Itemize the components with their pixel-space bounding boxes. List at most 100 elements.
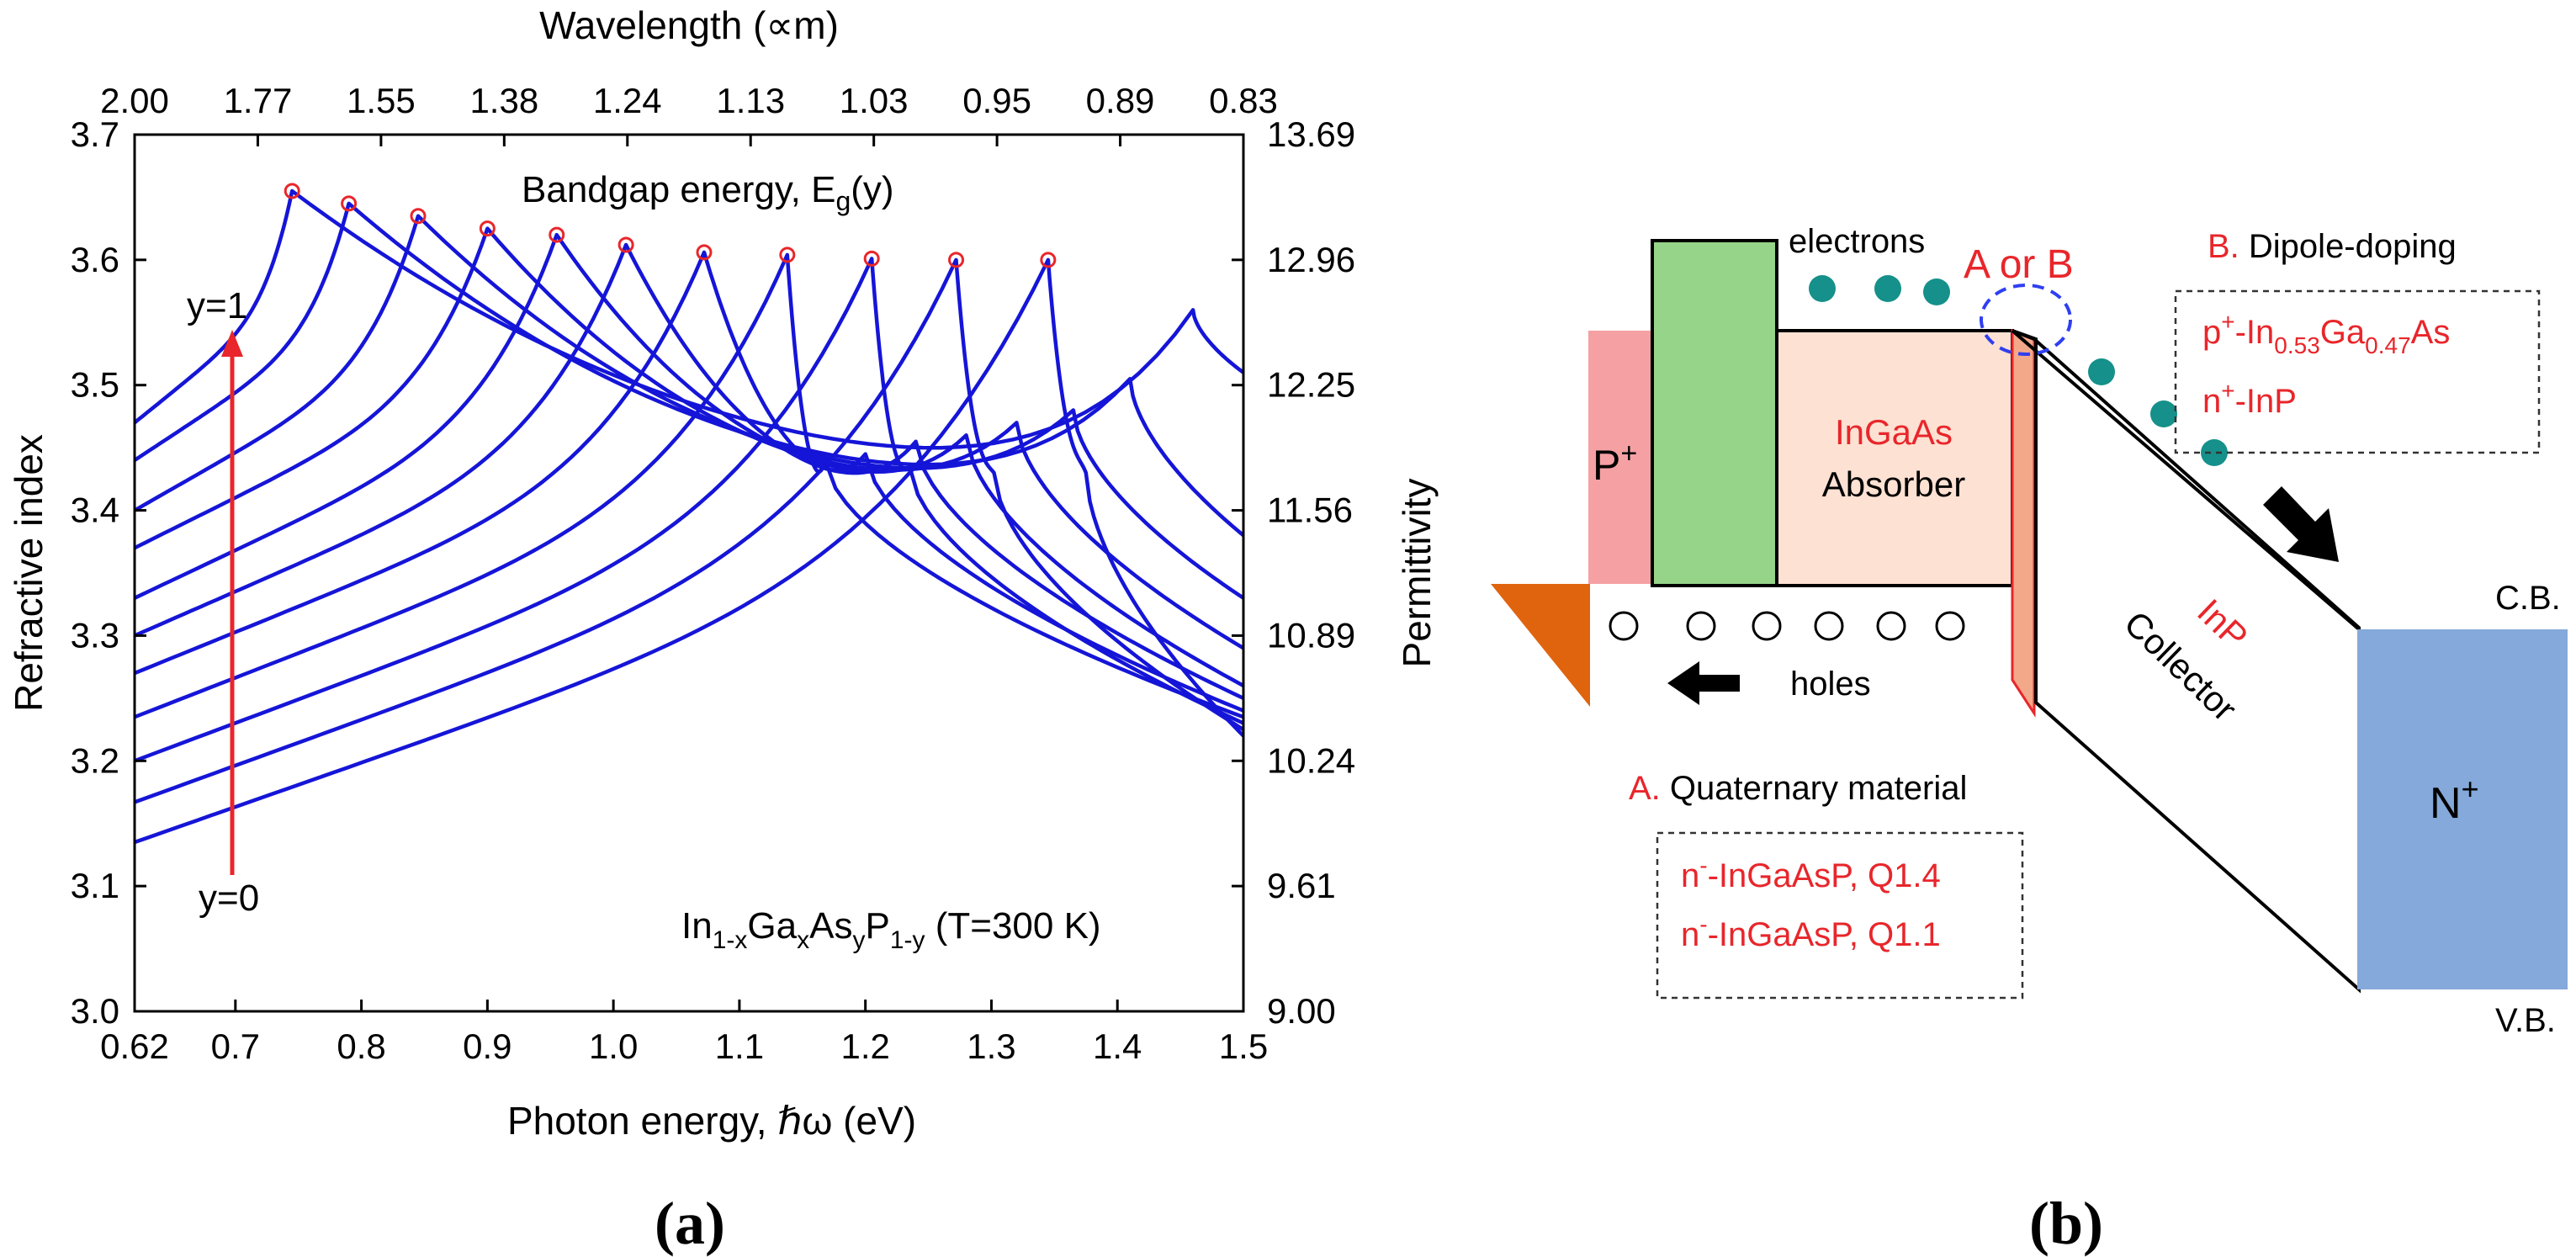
hole (1876, 611, 1906, 641)
p-plus-label: P+ (1593, 438, 1637, 489)
x-tick-label: 0.62 (100, 1026, 169, 1066)
alloy-formula: In1-xGaxAsyP1-y (T=300 K) (681, 905, 1101, 954)
bandgap-annotation: Bandgap energy, Eg(y) (522, 169, 894, 216)
option-b-line-2: n+-InP (2202, 378, 2297, 420)
x-tick-label: 1.5 (1219, 1026, 1268, 1066)
y2-tick-label: 13.69 (1267, 114, 1355, 154)
y-tick-label: 3.2 (71, 740, 119, 780)
bandgap-marker (779, 247, 796, 263)
plot-frame (133, 133, 1245, 1013)
y2-tick-label: 12.96 (1267, 240, 1355, 279)
y2-tick-label: 10.89 (1267, 615, 1355, 655)
panel-b-label: (b) (2029, 1190, 2103, 1257)
bandgap-marker (863, 250, 880, 267)
holes-label: holes (1790, 666, 1871, 703)
interface-layer (2011, 328, 2036, 719)
electron (2150, 400, 2177, 427)
electrons-label: electrons (1789, 223, 1925, 260)
top-tick-label: 0.95 (962, 81, 1031, 120)
y1-label: y=1 (187, 285, 247, 326)
conduction-band-label: C.B. (2495, 580, 2561, 617)
y-tick-label: 3.1 (71, 866, 119, 905)
electron (2201, 439, 2228, 466)
absorber-label: Absorber (1822, 464, 1965, 504)
x-tick-label: 1.0 (589, 1026, 638, 1066)
y-tick-label: 3.3 (71, 615, 119, 655)
x-tick-label: 1.1 (715, 1026, 764, 1066)
index-curve (134, 257, 1245, 804)
electron (1923, 278, 1950, 305)
index-curve (134, 257, 1244, 763)
valence-band-label: V.B. (2495, 1002, 2556, 1039)
x-tick-label: 0.8 (337, 1026, 385, 1066)
refractive-index-curves (133, 188, 1245, 845)
x-tick-label: 1.2 (840, 1026, 889, 1066)
index-curve (133, 226, 1245, 650)
option-b-line-1: p+-In0.53Ga0.47As (2202, 309, 2450, 358)
ingaas-absorber (1775, 329, 2014, 587)
axis-ticks: 0.62 0.7 0.8 0.9 1.0 1.1 1.2 1.3 1.4 1.5 2.00 1.77 1… (71, 81, 1356, 1066)
index-curve (133, 214, 1245, 600)
holes (1609, 611, 1965, 641)
index-curve (134, 232, 1245, 687)
index-curve (134, 250, 1244, 713)
y-tick-label: 3.7 (71, 114, 119, 154)
option-a-title: A. Quaternary material (1629, 770, 1967, 807)
conduction-band-edge (2011, 329, 2361, 631)
top-tick-label: 1.38 (469, 81, 538, 120)
composition-arrow-head (221, 330, 243, 357)
y-tick-label: 3.0 (71, 991, 119, 1031)
hole (1752, 611, 1782, 641)
option-a-box (1656, 831, 2024, 1000)
index-curve (133, 201, 1245, 538)
metal-contact (1491, 584, 1590, 707)
bandgap-marker (410, 208, 427, 225)
hole (1814, 611, 1844, 641)
y2-tick-label: 9.00 (1267, 991, 1336, 1031)
y-tick-label: 3.5 (71, 365, 119, 405)
electron (1874, 275, 1901, 302)
hole (1609, 611, 1639, 641)
electron-flow-arrow (2263, 486, 2339, 562)
bandgap-marker (341, 195, 358, 212)
panel-b-band-diagram: P+ InGaAs Absorber InP Collector N+ C.B.… (1491, 223, 2568, 1257)
x-axis-title: Photon energy, ℏω (eV) (507, 1099, 916, 1143)
bandgap-marker (549, 226, 565, 243)
bandgap-marker (696, 244, 713, 261)
bandgap-marker (948, 252, 965, 268)
option-a-line-2: n--InGaAsP, Q1.1 (1681, 911, 1941, 953)
bandgap-marker (617, 236, 634, 253)
index-curve (134, 242, 1244, 700)
y-axis-title: Refractive index (7, 434, 50, 712)
y-tick-label: 3.4 (71, 491, 119, 530)
bandgap-marker (1040, 252, 1057, 268)
a-or-b-label: A or B (1964, 242, 2074, 287)
hole (1686, 611, 1716, 641)
x-tick-label: 1.3 (967, 1026, 1015, 1066)
x-tick-label: 1.4 (1093, 1026, 1142, 1066)
y-tick-label: 3.6 (71, 240, 119, 279)
index-curve (134, 257, 1245, 845)
y2-tick-label: 11.56 (1267, 491, 1353, 530)
bandgap-marker (479, 220, 496, 237)
electron (1809, 275, 1836, 302)
top-tick-label: 1.13 (716, 81, 785, 120)
absorber-material-label: InGaAs (1835, 412, 1953, 452)
top-tick-label: 1.55 (347, 81, 416, 120)
p-plus-region (1588, 331, 1654, 584)
x-tick-label: 0.9 (463, 1026, 511, 1066)
interface-highlight (1980, 284, 2072, 356)
y2-tick-label: 10.24 (1267, 740, 1355, 780)
n-plus-region (2357, 629, 2568, 989)
top-axis-title: Wavelength (∝m) (539, 3, 839, 47)
top-tick-label: 1.24 (593, 81, 662, 120)
top-tick-label: 1.77 (224, 81, 293, 120)
panel-a-chart: 0.62 0.7 0.8 0.9 1.0 1.1 1.2 1.3 1.4 1.5 2.00 1.77 1… (7, 3, 1439, 1257)
index-curve (134, 252, 1244, 719)
y2-tick-label: 12.25 (1267, 365, 1355, 405)
bandgap-marker (284, 183, 300, 199)
top-tick-label: 1.03 (840, 81, 909, 120)
top-tick-label: 2.00 (100, 81, 169, 120)
electrons (1809, 275, 2228, 466)
